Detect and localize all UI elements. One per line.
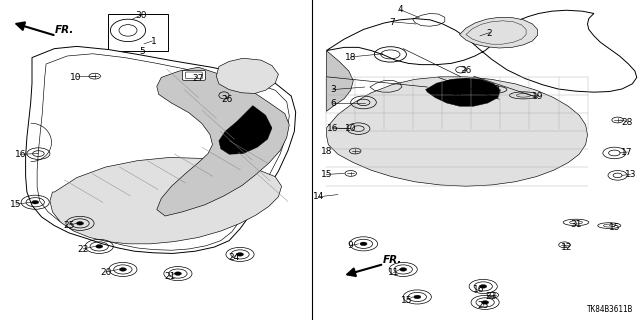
Text: 16: 16 bbox=[327, 124, 339, 132]
Polygon shape bbox=[50, 157, 282, 244]
Circle shape bbox=[480, 285, 486, 288]
Polygon shape bbox=[26, 46, 296, 253]
Text: 28: 28 bbox=[621, 118, 633, 127]
Text: 22: 22 bbox=[77, 245, 89, 254]
Text: 24: 24 bbox=[228, 253, 239, 262]
Polygon shape bbox=[426, 78, 500, 106]
Circle shape bbox=[237, 253, 244, 256]
Text: 10: 10 bbox=[345, 124, 356, 133]
Circle shape bbox=[174, 272, 182, 275]
Polygon shape bbox=[157, 67, 289, 216]
Circle shape bbox=[482, 301, 489, 304]
Text: 30: 30 bbox=[135, 11, 147, 20]
Circle shape bbox=[399, 268, 407, 271]
Text: 1: 1 bbox=[151, 37, 156, 46]
Text: 3: 3 bbox=[330, 85, 335, 94]
Text: 25: 25 bbox=[477, 301, 489, 310]
Text: 16: 16 bbox=[452, 88, 463, 97]
Text: 20: 20 bbox=[100, 268, 111, 277]
Text: 15: 15 bbox=[609, 223, 620, 232]
Text: 11: 11 bbox=[388, 268, 399, 277]
Text: 18: 18 bbox=[321, 147, 332, 156]
Circle shape bbox=[119, 268, 127, 271]
Text: 14: 14 bbox=[313, 192, 324, 201]
Text: 8: 8 bbox=[493, 85, 499, 94]
Bar bbox=[108, 14, 168, 51]
Text: 23: 23 bbox=[486, 292, 497, 301]
Text: 15: 15 bbox=[401, 296, 412, 305]
Circle shape bbox=[414, 295, 421, 299]
FancyBboxPatch shape bbox=[182, 70, 205, 80]
Text: 4: 4 bbox=[397, 5, 403, 14]
Text: 15: 15 bbox=[321, 170, 332, 179]
Text: 26: 26 bbox=[460, 66, 472, 75]
Text: TK84B3611B: TK84B3611B bbox=[588, 305, 634, 314]
Polygon shape bbox=[460, 17, 538, 48]
Text: 13: 13 bbox=[625, 170, 636, 179]
Circle shape bbox=[32, 200, 38, 204]
Polygon shape bbox=[326, 51, 353, 111]
Text: 7: 7 bbox=[389, 18, 394, 27]
Text: 16: 16 bbox=[473, 285, 484, 294]
Text: 15: 15 bbox=[10, 200, 22, 209]
Text: 27: 27 bbox=[193, 74, 204, 83]
Polygon shape bbox=[216, 58, 278, 93]
Circle shape bbox=[360, 242, 367, 246]
Polygon shape bbox=[219, 106, 272, 154]
Text: 21: 21 bbox=[164, 272, 175, 281]
Text: 31: 31 bbox=[570, 220, 582, 229]
Text: 5: 5 bbox=[140, 47, 145, 56]
Text: 16: 16 bbox=[15, 150, 26, 159]
Text: 18: 18 bbox=[345, 53, 356, 62]
Text: 26: 26 bbox=[221, 95, 233, 104]
Text: 25: 25 bbox=[63, 221, 75, 230]
Text: 12: 12 bbox=[561, 243, 572, 252]
Circle shape bbox=[96, 244, 102, 248]
Text: 19: 19 bbox=[532, 92, 543, 100]
Text: 9: 9 bbox=[348, 241, 353, 250]
Text: FR.: FR. bbox=[383, 255, 402, 265]
Text: 10: 10 bbox=[70, 73, 81, 82]
Text: 2: 2 bbox=[487, 29, 492, 38]
Polygon shape bbox=[326, 10, 637, 92]
Circle shape bbox=[77, 221, 83, 225]
Text: 17: 17 bbox=[621, 148, 633, 156]
Text: FR.: FR. bbox=[54, 25, 74, 36]
Polygon shape bbox=[326, 77, 588, 186]
Text: 6: 6 bbox=[330, 99, 335, 108]
